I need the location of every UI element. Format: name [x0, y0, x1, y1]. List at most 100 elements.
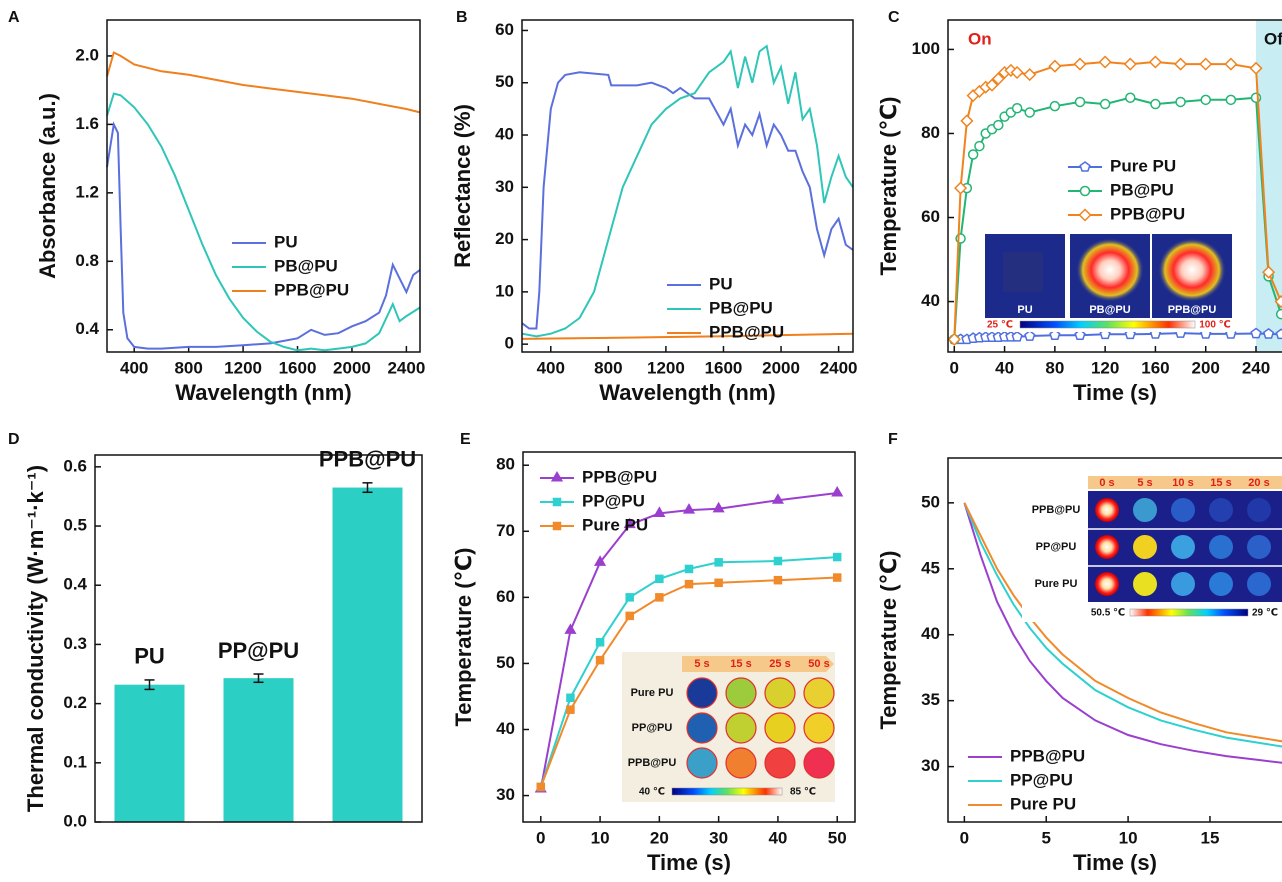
thermal-sample [1171, 498, 1195, 522]
inset-row-label: Pure PU [631, 687, 674, 699]
legend-marker [554, 523, 561, 530]
legend-label: PB@PU [274, 256, 338, 275]
inset-column-label: PB@PU [1089, 304, 1130, 316]
x-tick-label: 50 [828, 828, 847, 847]
scale-label: 29 ℃ [1252, 608, 1278, 619]
thermal-sample [1003, 252, 1043, 292]
annotation: On [968, 29, 992, 48]
x-axis-title: Wavelength (nm) [175, 380, 351, 405]
y-tick-label: 1.6 [75, 114, 99, 133]
x-tick-label: 0 [960, 828, 969, 847]
marker [1175, 59, 1186, 70]
marker [969, 150, 978, 159]
marker [626, 594, 633, 601]
marker [656, 575, 663, 582]
inset-column-label: 5 s [694, 658, 709, 670]
y-tick-label: 40 [496, 719, 515, 738]
x-tick-label: 1600 [705, 358, 743, 377]
marker [1076, 97, 1085, 106]
y-tick-label: 30 [495, 177, 514, 196]
legend-marker [1080, 210, 1091, 221]
scale-label: 25 ℃ [987, 320, 1013, 331]
x-tick-label: 40 [768, 828, 787, 847]
marker [626, 612, 633, 619]
y-tick-label: 100 [912, 39, 940, 58]
y-tick-label: 0.4 [63, 575, 87, 594]
color-scale [672, 788, 782, 795]
marker [684, 505, 694, 513]
scale-label: 50.5 ℃ [1091, 608, 1125, 619]
thermal-sample [726, 713, 756, 743]
x-tick-label: 10 [1119, 828, 1138, 847]
marker [1226, 95, 1235, 104]
legend-marker [1081, 187, 1090, 196]
series-line [107, 94, 420, 351]
marker [975, 142, 984, 151]
thermal-sample [1209, 572, 1233, 596]
inset-column-label: 15 s [730, 658, 751, 670]
marker [774, 577, 781, 584]
x-tick-label: 40 [995, 358, 1014, 377]
scale-label: 100 ℃ [1199, 320, 1231, 331]
thermal-sample [1247, 572, 1271, 596]
y-tick-label: 0.5 [63, 516, 87, 535]
y-tick-label: 50 [496, 653, 515, 672]
marker [567, 694, 574, 701]
y-axis-title: Thermal conductivity (W·m⁻¹·k⁻¹) [23, 465, 48, 812]
thermal-sample [804, 713, 834, 743]
color-scale [1020, 321, 1195, 328]
thermal-sample [687, 678, 717, 708]
y-axis-title: Temperature (℃) [451, 547, 476, 726]
marker [597, 639, 604, 646]
thermal-sample [687, 748, 717, 778]
bar-label: PPB@PU [319, 447, 416, 472]
y-tick-label: 40 [921, 291, 940, 310]
legend-marker [554, 499, 561, 506]
x-tick-label: 2000 [333, 358, 371, 377]
y-tick-label: 2.0 [75, 45, 99, 64]
marker [686, 565, 693, 572]
scale-label: 40 ℃ [639, 787, 665, 798]
x-tick-label: 30 [709, 828, 728, 847]
marker [1101, 100, 1110, 109]
x-tick-label: 2400 [387, 358, 425, 377]
y-tick-label: 0.2 [63, 693, 87, 712]
legend-label: PB@PU [709, 298, 773, 317]
thermal-sample [687, 713, 717, 743]
thermal-sample [765, 678, 795, 708]
x-tick-label: 1200 [224, 358, 262, 377]
thermal-sample [1171, 535, 1195, 559]
inset-row-label: Pure PU [1035, 578, 1078, 590]
marker [774, 558, 781, 565]
plot-frame [522, 20, 853, 352]
marker [961, 115, 972, 126]
x-tick-label: 200 [1192, 358, 1220, 377]
x-tick-label: 1200 [647, 358, 685, 377]
x-axis-title: Time (s) [647, 850, 731, 875]
legend-label: PB@PU [1110, 180, 1174, 199]
x-tick-label: 80 [1045, 358, 1064, 377]
panel-letter: E [460, 431, 471, 448]
y-axis-title: Temperature (℃) [876, 550, 901, 729]
thermal-sample [804, 748, 834, 778]
marker [1126, 93, 1135, 102]
inset-column-label: 25 s [769, 658, 790, 670]
y-tick-label: 40 [921, 624, 940, 643]
bar [115, 685, 185, 822]
y-tick-label: 40 [495, 125, 514, 144]
x-tick-label: 2000 [762, 358, 800, 377]
legend-label: Pure PU [582, 515, 648, 534]
legend-label: Pure PU [1110, 156, 1176, 175]
y-tick-label: 0.0 [63, 811, 87, 830]
x-tick-label: 10 [591, 828, 610, 847]
thermal-sample [765, 713, 795, 743]
annotation: Off [1264, 29, 1282, 48]
inset-column-label: PU [1017, 304, 1032, 316]
marker [1151, 100, 1160, 109]
marker [1125, 59, 1136, 70]
y-tick-label: 0.1 [63, 752, 87, 771]
marker [537, 783, 544, 790]
inset-column-label: 0 s [1099, 477, 1114, 489]
thermal-sample [765, 748, 795, 778]
thermal-sample [1133, 535, 1157, 559]
